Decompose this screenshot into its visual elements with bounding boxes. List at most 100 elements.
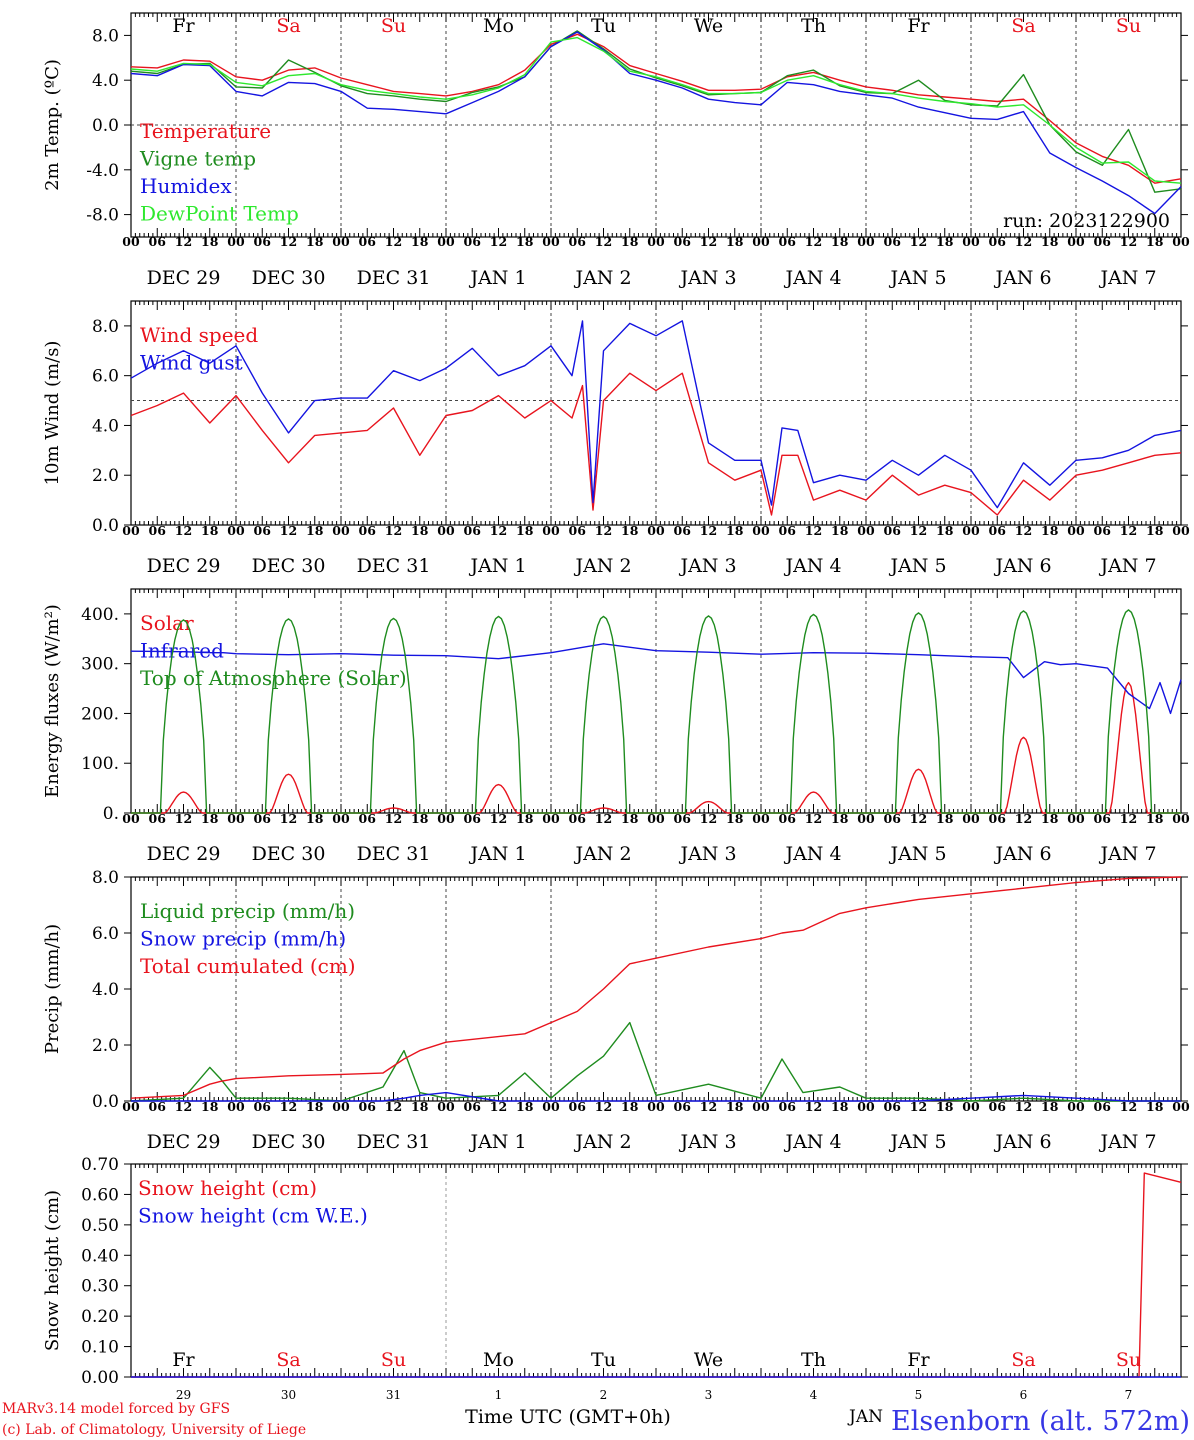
- hour-tick-label: 18: [1146, 234, 1164, 249]
- day-number-label: 31: [386, 1388, 401, 1402]
- hour-tick-label: 00: [647, 523, 665, 538]
- hour-tick-label: 18: [516, 523, 534, 538]
- x-axis-label: Time UTC (GMT+0h): [465, 1406, 671, 1428]
- hour-tick-label: 12: [910, 234, 927, 249]
- hour-tick-label: 12: [700, 811, 717, 826]
- legend-entry: Total cumulated (cm): [140, 954, 356, 978]
- hour-tick-label: 00: [332, 811, 350, 826]
- weekday-label: Su: [381, 15, 406, 37]
- hour-tick-label: 12: [490, 1099, 507, 1114]
- day-number-label: 3: [705, 1388, 713, 1402]
- date-label: JAN 7: [1098, 267, 1156, 289]
- hour-tick-label: 06: [464, 811, 482, 826]
- hour-tick-label: 00: [752, 811, 770, 826]
- hour-tick-label: 00: [752, 1099, 770, 1114]
- series-line-temp-3: [130, 36, 1182, 184]
- weekday-label: Fr: [172, 1349, 195, 1371]
- hour-tick-label: 18: [831, 811, 849, 826]
- weekday-label: We: [694, 15, 723, 37]
- date-label: DEC 29: [147, 555, 221, 577]
- hour-tick-label: 18: [1041, 234, 1059, 249]
- hour-tick-label: 12: [1120, 523, 1137, 538]
- hour-tick-label: 12: [1120, 1099, 1137, 1114]
- y-tick-label: 0.0: [92, 116, 119, 136]
- y-tick-label: 4.0: [92, 71, 119, 91]
- legend-entry: Liquid precip (mm/h): [140, 899, 355, 923]
- hour-tick-label: 06: [779, 811, 797, 826]
- run-label: run: 2023122900: [1003, 210, 1170, 232]
- hour-tick-label: 00: [1172, 234, 1190, 249]
- hour-tick-label: 06: [149, 234, 167, 249]
- legend-entry: Humidex: [140, 174, 232, 198]
- hour-tick-label: 18: [936, 523, 954, 538]
- day-number-label: 30: [281, 1388, 296, 1402]
- hour-tick-label: 12: [385, 811, 402, 826]
- hour-tick-label: 12: [595, 811, 612, 826]
- hour-tick-label: 06: [674, 234, 692, 249]
- hour-tick-label: 06: [569, 1099, 587, 1114]
- hour-tick-label: 06: [254, 811, 272, 826]
- hour-tick-label: 12: [490, 811, 507, 826]
- hour-tick-label: 00: [227, 1099, 245, 1114]
- hour-tick-label: 00: [227, 234, 245, 249]
- hour-tick-label: 12: [1120, 234, 1137, 249]
- date-label: DEC 29: [147, 843, 221, 865]
- weekday-label: Mo: [483, 1349, 514, 1371]
- weekday-label: Tu: [591, 15, 616, 37]
- hour-tick-label: 00: [1067, 1099, 1085, 1114]
- hour-tick-label: 12: [280, 234, 297, 249]
- date-label: JAN 1: [468, 1131, 526, 1153]
- hour-tick-label: 12: [175, 1099, 192, 1114]
- hour-tick-label: 12: [280, 523, 297, 538]
- hour-tick-label: 18: [936, 234, 954, 249]
- weekday-label: Sa: [276, 1349, 300, 1371]
- series-line-precip-0: [130, 1021, 1181, 1102]
- hour-tick-label: 12: [280, 1099, 297, 1114]
- date-label: JAN 4: [783, 843, 841, 865]
- date-label: JAN 6: [993, 267, 1051, 289]
- date-label: JAN 1: [468, 267, 526, 289]
- hour-tick-label: 12: [385, 523, 402, 538]
- hour-tick-label: 12: [805, 811, 822, 826]
- y-tick-label: 4.0: [92, 980, 119, 1000]
- legend-entry: Snow height (cm): [138, 1176, 317, 1200]
- hour-tick-label: 18: [411, 1099, 429, 1114]
- y-tick-label: 0.0: [92, 1092, 119, 1112]
- hour-tick-label: 06: [464, 1099, 482, 1114]
- date-label: JAN 2: [573, 843, 631, 865]
- hour-tick-label: 00: [437, 523, 455, 538]
- hour-tick-label: 00: [542, 523, 560, 538]
- hour-tick-label: 12: [700, 234, 717, 249]
- weekday-label: Th: [801, 15, 826, 37]
- hour-tick-label: 06: [989, 234, 1007, 249]
- series-line-energy-1: [130, 643, 1182, 715]
- hour-tick-label: 18: [726, 1099, 744, 1114]
- hour-tick-label: 06: [569, 523, 587, 538]
- hour-tick-label: 06: [884, 234, 902, 249]
- hour-tick-label: 06: [884, 811, 902, 826]
- series-line-wind-1: [130, 320, 1182, 509]
- hour-tick-label: 00: [962, 811, 980, 826]
- hour-tick-label: 18: [1041, 811, 1059, 826]
- hour-tick-label: 06: [1094, 523, 1112, 538]
- hour-tick-label: 18: [201, 523, 219, 538]
- y-tick-label: 2.0: [92, 466, 119, 486]
- hour-tick-label: 00: [227, 811, 245, 826]
- date-label: JAN 1: [468, 843, 526, 865]
- panel-temp: 8.0 4.0 0.0 -4.0 -8.0 2m Temp. (ºC) 00 06 12 18 DE…: [42, 12, 1190, 289]
- hour-tick-label: 18: [306, 1099, 324, 1114]
- y-tick-label: 0.30: [81, 1277, 119, 1297]
- hour-tick-label: 00: [122, 1099, 140, 1114]
- snow-month-label: JAN: [847, 1407, 883, 1427]
- hour-tick-label: 06: [884, 523, 902, 538]
- y-tick-label: 0.: [103, 804, 119, 824]
- day-number-label: 5: [915, 1388, 923, 1402]
- y-tick-label: 8.0: [92, 317, 119, 337]
- date-label: JAN 3: [678, 555, 736, 577]
- hour-tick-label: 12: [280, 811, 297, 826]
- day-number-label: 2: [600, 1388, 608, 1402]
- hour-tick-label: 06: [254, 1099, 272, 1114]
- hour-tick-label: 18: [936, 811, 954, 826]
- panel-energy: 400. 300. 200. 100. 0. Energy fluxes (W/m²) 00…: [42, 588, 1190, 865]
